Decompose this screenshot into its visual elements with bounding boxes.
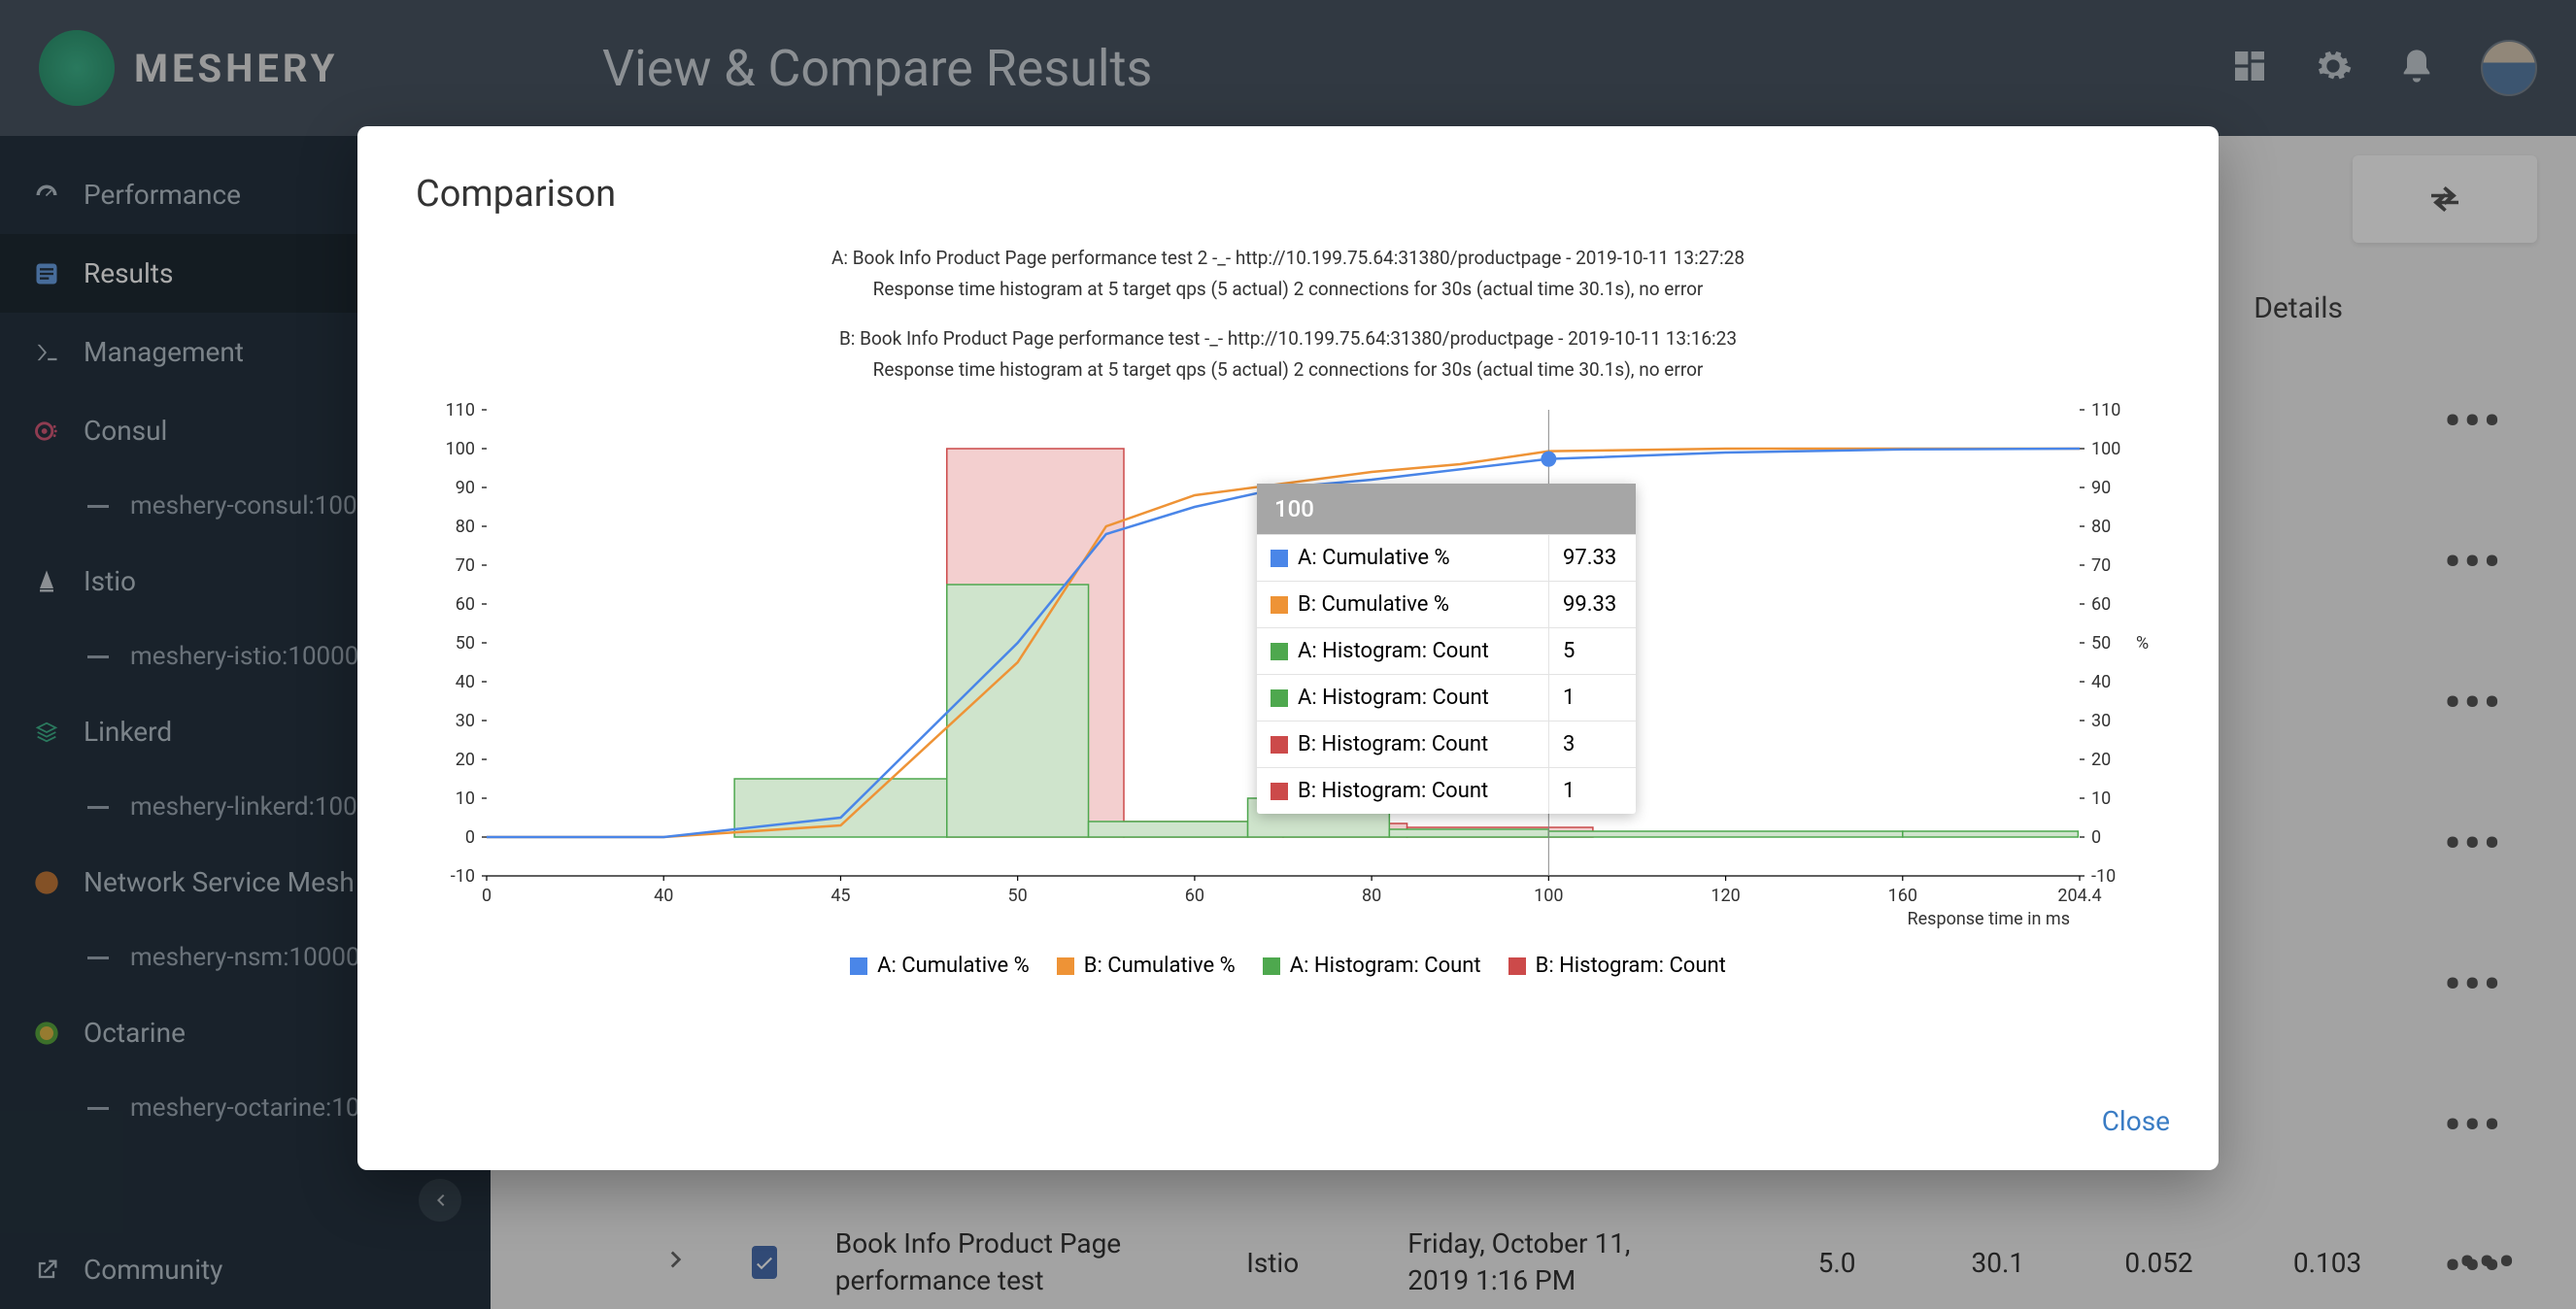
svg-text:-10: -10: [2091, 866, 2116, 887]
legend-swatch: [1057, 957, 1074, 975]
svg-text:110: 110: [446, 400, 475, 420]
svg-text:100: 100: [1534, 886, 1563, 906]
svg-text:204.4: 204.4: [2057, 886, 2101, 906]
svg-text:90: 90: [456, 478, 475, 498]
svg-text:0: 0: [482, 886, 491, 906]
comparison-dialog: Comparison A: Book Info Product Page per…: [357, 126, 2219, 1170]
svg-text:80: 80: [1362, 886, 1381, 906]
svg-text:90: 90: [2091, 478, 2111, 498]
tooltip-value: 1: [1548, 675, 1636, 721]
tooltip-value: 1: [1548, 768, 1636, 814]
tooltip-row: B: Histogram: Count 3: [1257, 721, 1636, 767]
svg-text:50: 50: [1008, 886, 1028, 906]
tooltip-row: A: Histogram: Count 5: [1257, 627, 1636, 674]
legend-label: A: Histogram: Count: [1290, 954, 1481, 978]
close-button[interactable]: Close: [2102, 1105, 2170, 1137]
legend-item: B: Histogram: Count: [1508, 954, 1726, 978]
svg-text:0: 0: [2091, 827, 2101, 848]
legend-item: A: Cumulative %: [850, 954, 1030, 978]
svg-text:30: 30: [2091, 711, 2111, 731]
tooltip-row: B: Cumulative % 99.33: [1257, 581, 1636, 627]
tooltip-row: A: Cumulative % 97.33: [1257, 534, 1636, 581]
tooltip-row: A: Histogram: Count 1: [1257, 674, 1636, 721]
svg-text:20: 20: [456, 750, 475, 770]
series-color-swatch: [1271, 643, 1288, 660]
series-color-swatch: [1271, 596, 1288, 614]
svg-text:45: 45: [830, 886, 850, 906]
chart-header-a1: A: Book Info Product Page performance te…: [416, 245, 2160, 273]
svg-text:30: 30: [456, 711, 475, 731]
legend-label: B: Cumulative %: [1084, 954, 1236, 978]
legend-swatch: [1263, 957, 1280, 975]
svg-text:Response time in ms: Response time in ms: [1908, 909, 2070, 929]
modal-overlay: Comparison A: Book Info Product Page per…: [0, 0, 2576, 1309]
svg-text:60: 60: [2091, 594, 2111, 615]
chart-legend: A: Cumulative % B: Cumulative % A: Histogr…: [416, 954, 2160, 978]
tooltip-row: B: Histogram: Count 1: [1257, 767, 1636, 814]
svg-text:80: 80: [2091, 517, 2111, 537]
tooltip-value: 3: [1548, 722, 1636, 767]
tooltip-value: 5: [1548, 628, 1636, 674]
svg-text:60: 60: [456, 594, 475, 615]
svg-text:%: %: [2136, 633, 2149, 654]
chart-tooltip: 100 A: Cumulative % 97.33 B: Cumulative % 9…: [1257, 484, 1636, 814]
legend-item: B: Cumulative %: [1057, 954, 1236, 978]
tooltip-label: A: Histogram: Count: [1298, 686, 1489, 710]
chart-container: -10-100010102020303040405050606070708080…: [416, 400, 2160, 1141]
series-color-swatch: [1271, 550, 1288, 567]
legend-label: A: Cumulative %: [877, 954, 1030, 978]
legend-item: A: Histogram: Count: [1263, 954, 1481, 978]
series-color-swatch: [1271, 689, 1288, 707]
tooltip-label: B: Cumulative %: [1298, 592, 1449, 617]
tooltip-title: 100: [1257, 484, 1636, 534]
tooltip-value: 97.33: [1548, 535, 1636, 581]
series-color-swatch: [1271, 783, 1288, 800]
svg-text:10: 10: [2091, 789, 2111, 809]
chart-header-a2: Response time histogram at 5 target qps …: [416, 276, 2160, 304]
tooltip-label: A: Histogram: Count: [1298, 639, 1489, 663]
chart-header-b1: B: Book Info Product Page performance te…: [416, 325, 2160, 353]
series-color-swatch: [1271, 736, 1288, 754]
svg-text:100: 100: [2091, 439, 2120, 459]
svg-text:120: 120: [1711, 886, 1740, 906]
chart-headers: A: Book Info Product Page performance te…: [416, 245, 2160, 386]
svg-text:40: 40: [654, 886, 673, 906]
svg-text:50: 50: [456, 633, 475, 654]
svg-text:60: 60: [1185, 886, 1204, 906]
legend-swatch: [1508, 957, 1526, 975]
svg-text:10: 10: [456, 789, 475, 809]
svg-text:40: 40: [2091, 672, 2111, 692]
chart-header-b2: Response time histogram at 5 target qps …: [416, 356, 2160, 385]
svg-text:80: 80: [456, 517, 475, 537]
legend-label: B: Histogram: Count: [1536, 954, 1726, 978]
svg-text:-10: -10: [451, 866, 475, 887]
svg-text:110: 110: [2091, 400, 2120, 420]
svg-text:40: 40: [456, 672, 475, 692]
svg-text:20: 20: [2091, 750, 2111, 770]
tooltip-label: B: Histogram: Count: [1298, 732, 1488, 756]
svg-text:160: 160: [1888, 886, 1917, 906]
svg-text:50: 50: [2091, 633, 2111, 654]
svg-text:100: 100: [446, 439, 475, 459]
tooltip-label: B: Histogram: Count: [1298, 779, 1488, 803]
svg-text:0: 0: [465, 827, 475, 848]
svg-text:70: 70: [456, 555, 475, 576]
legend-swatch: [850, 957, 867, 975]
dialog-title: Comparison: [416, 173, 2160, 216]
svg-text:70: 70: [2091, 555, 2111, 576]
tooltip-label: A: Cumulative %: [1298, 546, 1450, 570]
tooltip-value: 99.33: [1548, 582, 1636, 627]
